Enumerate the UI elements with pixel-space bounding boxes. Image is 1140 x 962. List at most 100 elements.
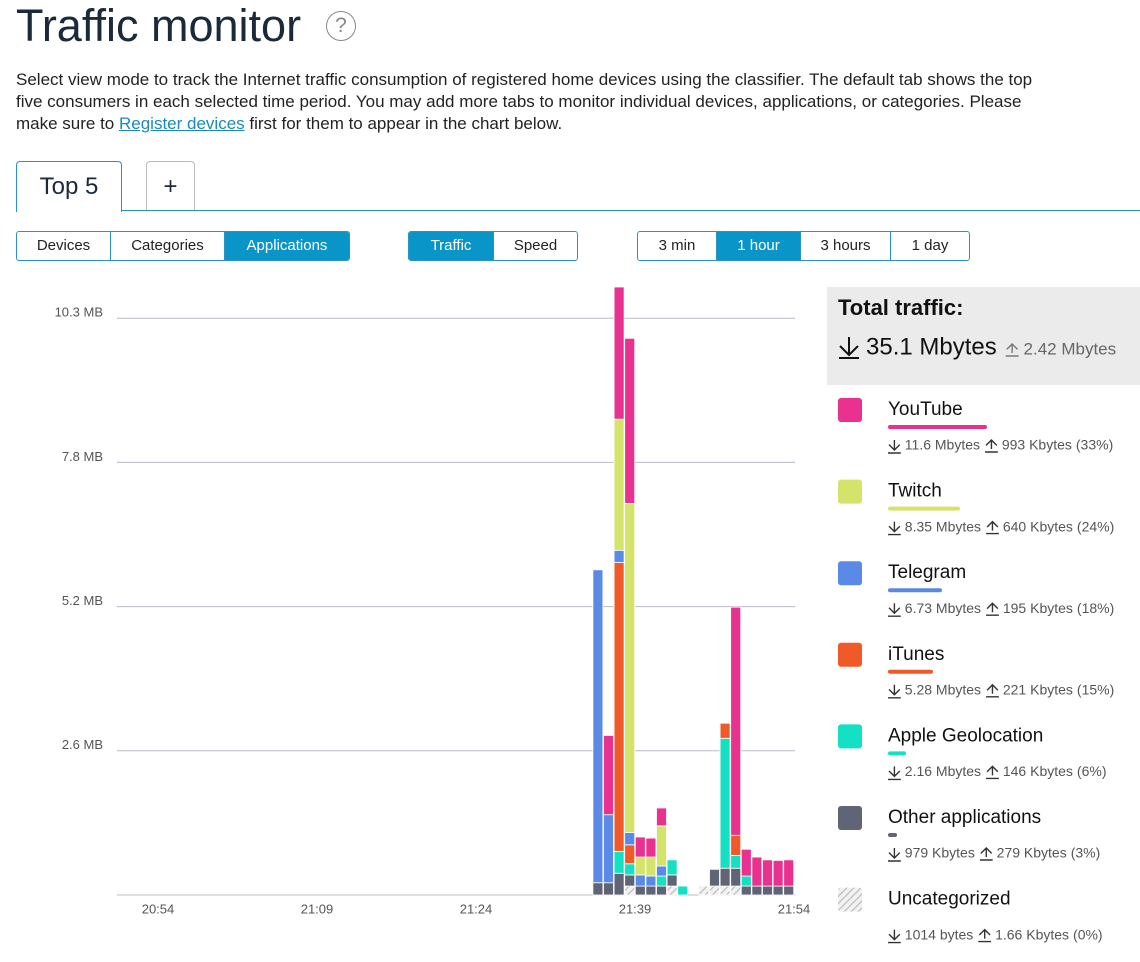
y-tick-label: 5.2 MB [62,593,103,608]
bar-segment [624,885,636,896]
bar-segment [603,735,614,816]
help-icon[interactable]: ? [326,11,356,41]
toggle-button[interactable]: 3 min [658,237,696,254]
legend-name: Other applications [888,807,1041,828]
bar-segment [603,882,614,896]
add-tab[interactable]: + [146,161,195,211]
bar-segment [634,885,646,896]
bar-segment [666,859,678,876]
bar-segment [709,868,720,887]
x-tick-label: 21:54 [778,901,811,916]
legend-name: YouTube [888,399,963,420]
x-tick-label: 21:09 [301,901,334,916]
bar-segment [613,851,625,874]
share-label: (6%) [1077,763,1107,779]
download-icon [888,440,901,454]
bar-segment [666,874,678,887]
download-stat: 6.73 Mbytes [905,600,981,616]
chart: Total traffic: 2.6 MB 5.2 MB 7.8 MB 10.3 MB… [55,286,1140,944]
legend-name: iTunes [888,644,944,665]
bar-segment [730,834,742,856]
period-group: 3 min 1 hour 3 hours 1 day [637,231,970,261]
share-label: (24%) [1077,518,1114,534]
toggle-button[interactable]: 3 hours [800,232,890,260]
upload-stat: 993 Kbytes [1002,437,1072,453]
y-tick-label: 7.8 MB [62,449,103,464]
upload-stat: 1.66 Kbytes [995,926,1069,942]
register-link[interactable]: Register devices [119,114,245,133]
download-stat: 1014 bytes [905,926,974,942]
bar-segment [730,854,742,869]
download-stat: 5.28 Mbytes [905,682,981,698]
download-icon [888,929,901,944]
bar-segment [740,848,752,877]
upload-stat: 195 Kbytes [1003,600,1073,616]
toggle-button[interactable]: Devices [36,237,91,254]
bar-segment [645,856,657,877]
bar-segment [783,885,795,896]
bar-segment [730,867,742,887]
bar-segment [613,562,625,852]
bar-segment [772,885,784,896]
bar-segment [645,885,657,896]
bar-segment [603,814,614,884]
bar-segment [645,875,657,887]
share-bar [888,833,897,837]
toggle-button[interactable]: 1 day [890,232,969,260]
share-bar [888,588,942,593]
upload-icon [986,520,999,535]
bar-segment [624,503,636,833]
view-mode-group: Devices Categories Applications [16,231,350,261]
toggle-button[interactable]: Categories [110,232,224,260]
legend-name: Uncategorized [888,889,1011,910]
description: Select view mode to track the Internet t… [16,69,1056,135]
total-title: Total traffic: [838,295,963,320]
download-stat: 979 Kbytes [905,845,975,861]
legend-swatch [838,806,862,830]
bar-segment [677,885,689,896]
bar-segment [751,885,763,896]
share-bar [888,751,906,756]
x-tick-label: 21:39 [619,901,652,916]
bar-segment [772,860,784,887]
bar-segment [592,882,604,896]
share-label: (18%) [1077,600,1114,616]
bar-segment [730,885,742,896]
share-label: (33%) [1076,437,1113,453]
bar-segment [656,885,667,896]
legend-swatch [838,642,862,667]
page-title: Traffic monitor [16,0,302,51]
bar-segment [719,722,731,739]
upload-icon [985,439,998,453]
download-icon [888,684,901,699]
bar-segment [740,885,752,896]
bar-segment [762,859,773,887]
toggle-button[interactable]: Traffic [409,232,493,260]
upload-stat: 146 Kbytes [1003,763,1073,779]
share-label: (15%) [1077,682,1114,698]
y-tick-label: 2.6 MB [62,737,103,752]
bar-segment [624,863,636,876]
bar-segment [613,286,625,420]
bar-segment [624,844,636,865]
legend-swatch [838,724,862,749]
x-tick-label: 21:24 [460,901,493,916]
upload-icon [978,928,992,943]
tab[interactable]: Top 5 [16,161,122,212]
bar-segment [719,737,731,869]
upload-stat: 279 Kbytes [997,845,1067,861]
bar-segment [730,606,742,836]
share-bar [888,669,933,674]
bar-segment [740,875,752,887]
toggle-button[interactable]: Applications [224,232,349,260]
y-tick-label: 10.3 MB [55,305,103,320]
bar-segment [751,856,763,887]
legend-swatch [838,887,862,912]
toggle-button[interactable]: Speed [493,232,577,260]
share-label: (3%) [1071,845,1101,861]
toggle-button[interactable]: 1 hour [716,232,800,260]
legend-name: Telegram [888,562,966,583]
upload-icon [986,765,999,780]
bar-segment [719,885,731,896]
